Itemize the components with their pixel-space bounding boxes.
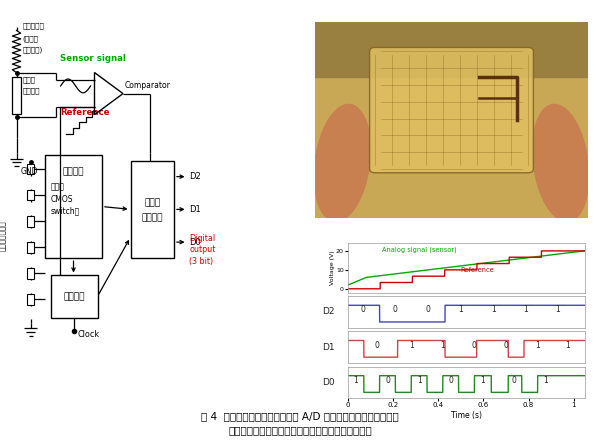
Bar (28, 164, 34, 175)
Text: 0: 0 (375, 341, 380, 350)
Text: D0: D0 (189, 238, 201, 246)
Text: D1: D1 (322, 343, 335, 352)
FancyBboxPatch shape (370, 48, 533, 173)
Bar (28, 216, 34, 227)
Text: 1: 1 (409, 341, 413, 350)
Text: GND: GND (21, 167, 38, 176)
Text: 1: 1 (523, 305, 527, 315)
Text: D2: D2 (322, 308, 335, 316)
Text: 作製した素子（右上）、及びその出力特性（右下）: 作製した素子（右上）、及びその出力特性（右下） (228, 425, 372, 435)
Bar (12, 77, 20, 114)
Text: Analog signal (sensor): Analog signal (sensor) (382, 246, 457, 253)
Ellipse shape (314, 104, 370, 221)
Text: 0: 0 (385, 376, 390, 385)
Text: 1: 1 (566, 341, 571, 350)
Text: 参照電圧用抵抗: 参照電圧用抵抗 (0, 220, 6, 250)
Text: 围 4  温度センサ読み出し用有機 A/D コンバーター回路（左）と: 围 4 温度センサ読み出し用有機 A/D コンバーター回路（左）と (201, 411, 399, 421)
Text: （有機: （有機 (51, 182, 65, 191)
Text: 0: 0 (360, 305, 365, 315)
Text: Reference: Reference (60, 108, 110, 117)
Text: 1: 1 (458, 305, 463, 315)
Text: output: output (189, 246, 215, 254)
Y-axis label: Voltage (V): Voltage (V) (329, 251, 335, 285)
Text: 1: 1 (353, 376, 358, 385)
Text: 1: 1 (480, 376, 485, 385)
Text: Digital: Digital (189, 234, 215, 243)
Bar (45, 155, 102, 258)
Bar (28, 293, 34, 304)
Text: 0: 0 (472, 341, 477, 350)
X-axis label: Time (s): Time (s) (451, 411, 482, 420)
Bar (51, 275, 97, 318)
Text: 1: 1 (491, 305, 496, 315)
Ellipse shape (533, 104, 589, 221)
Text: Sensor signal: Sensor signal (60, 54, 126, 63)
Text: 0: 0 (511, 376, 517, 385)
Text: 1: 1 (556, 305, 560, 315)
Text: 1: 1 (535, 341, 540, 350)
Text: D0: D0 (322, 378, 335, 387)
Text: 1: 1 (440, 341, 445, 350)
Text: (導電性: (導電性 (23, 35, 38, 42)
Bar (28, 190, 34, 201)
Bar (315, 22, 588, 77)
Text: 0: 0 (425, 305, 431, 315)
Text: Comparator: Comparator (125, 81, 170, 91)
Bar (131, 161, 174, 258)
Text: Clock: Clock (78, 330, 100, 339)
Text: 0: 0 (448, 376, 453, 385)
Text: 参照用: 参照用 (23, 77, 35, 83)
Text: 1: 1 (417, 376, 421, 385)
Text: カウンタ: カウンタ (64, 292, 85, 301)
Text: データ: データ (144, 198, 160, 207)
Text: switch）: switch） (51, 207, 80, 216)
Text: CMOS: CMOS (51, 194, 74, 204)
Text: 1: 1 (543, 376, 548, 385)
Text: Reference: Reference (461, 267, 494, 273)
Text: バッファ: バッファ (142, 213, 163, 222)
Text: ポリマー): ポリマー) (23, 47, 43, 54)
Text: (3 bit): (3 bit) (189, 257, 213, 266)
Bar (28, 242, 34, 253)
Text: セレクタ: セレクタ (63, 168, 84, 176)
Text: 温度センサ: 温度センサ (23, 23, 44, 29)
Text: D2: D2 (189, 172, 201, 181)
Text: 0: 0 (393, 305, 398, 315)
Text: D1: D1 (189, 205, 201, 214)
Text: 金属抵抗: 金属抵抗 (23, 88, 40, 95)
Text: 0: 0 (503, 341, 508, 350)
Bar (28, 268, 34, 279)
